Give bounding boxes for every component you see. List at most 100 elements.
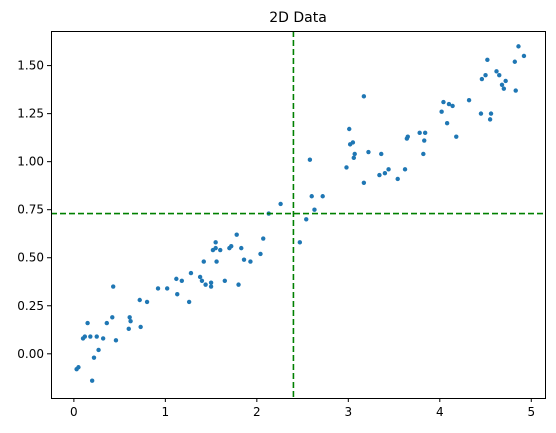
data-point bbox=[155, 286, 161, 291]
data-point bbox=[89, 378, 95, 383]
data-point bbox=[91, 355, 97, 360]
reference-lines bbox=[51, 31, 545, 398]
data-points bbox=[74, 44, 527, 383]
data-point bbox=[188, 270, 194, 276]
data-point bbox=[201, 259, 206, 264]
data-point bbox=[213, 240, 218, 245]
x-tick-label: 4 bbox=[436, 405, 444, 419]
data-point bbox=[421, 151, 426, 157]
data-point bbox=[82, 334, 88, 339]
data-point bbox=[350, 140, 356, 145]
y-tick-label: 1.00 bbox=[17, 155, 44, 169]
y-tick-label: 1.25 bbox=[17, 107, 44, 121]
data-point bbox=[512, 59, 518, 64]
data-point bbox=[234, 232, 239, 237]
data-point bbox=[483, 72, 488, 78]
x-tick-label: 3 bbox=[344, 405, 352, 419]
data-point bbox=[199, 278, 205, 283]
data-point bbox=[361, 180, 367, 185]
data-point bbox=[297, 240, 303, 245]
data-point bbox=[402, 167, 408, 172]
data-point bbox=[94, 334, 99, 339]
data-point bbox=[239, 245, 244, 251]
data-point bbox=[309, 194, 314, 199]
x-tick-label: 1 bbox=[162, 405, 170, 419]
data-point bbox=[218, 247, 223, 253]
data-point bbox=[304, 217, 309, 222]
data-point bbox=[186, 299, 192, 305]
data-point bbox=[501, 86, 507, 91]
data-point bbox=[485, 57, 490, 63]
data-point bbox=[366, 149, 371, 155]
data-point bbox=[377, 172, 382, 178]
data-point bbox=[386, 167, 391, 172]
data-point bbox=[208, 280, 214, 285]
y-tick-label: 1.50 bbox=[17, 59, 44, 73]
plot-area-frame bbox=[51, 31, 546, 399]
data-point bbox=[417, 130, 422, 136]
data-point bbox=[127, 315, 132, 320]
data-point bbox=[499, 82, 505, 88]
data-point bbox=[351, 155, 357, 161]
data-point bbox=[164, 286, 170, 291]
data-point bbox=[395, 176, 400, 182]
data-point bbox=[104, 320, 110, 326]
axis-ticks: 0 1 2 3 4 5 0.00 0.25 0.50 0.75 1.00 1.25 1.50 bbox=[17, 59, 535, 419]
data-point bbox=[439, 109, 444, 114]
data-point bbox=[422, 138, 427, 143]
data-point bbox=[454, 134, 459, 139]
data-point bbox=[466, 97, 472, 103]
data-point bbox=[497, 72, 502, 78]
data-point bbox=[347, 126, 352, 132]
data-point bbox=[248, 259, 253, 264]
data-point bbox=[503, 78, 508, 84]
data-point bbox=[175, 292, 180, 297]
data-point bbox=[85, 320, 90, 326]
data-point bbox=[494, 69, 499, 74]
data-point bbox=[444, 121, 450, 126]
y-tick-label: 0.25 bbox=[17, 299, 44, 313]
y-tick-label: 0.75 bbox=[17, 203, 44, 217]
data-point bbox=[379, 151, 384, 157]
data-point bbox=[382, 170, 388, 176]
data-point bbox=[179, 278, 185, 283]
data-point bbox=[174, 276, 179, 282]
data-point bbox=[516, 44, 521, 49]
x-tick-label: 0 bbox=[70, 405, 78, 419]
data-point bbox=[307, 157, 313, 162]
data-point bbox=[487, 117, 493, 122]
data-point bbox=[110, 315, 115, 320]
data-point bbox=[128, 318, 133, 324]
data-point bbox=[214, 259, 219, 264]
data-point bbox=[312, 207, 317, 212]
data-point bbox=[76, 365, 81, 370]
data-point bbox=[241, 257, 247, 262]
data-point bbox=[513, 88, 518, 93]
data-point bbox=[100, 336, 106, 341]
data-point bbox=[441, 99, 446, 105]
data-point bbox=[113, 338, 119, 343]
data-point bbox=[320, 194, 325, 199]
x-tick-label: 5 bbox=[527, 405, 535, 419]
data-point bbox=[488, 111, 494, 116]
data-point bbox=[96, 347, 101, 353]
data-point bbox=[521, 53, 527, 59]
y-tick-label: 0.50 bbox=[17, 251, 44, 265]
data-point bbox=[278, 201, 283, 207]
data-point bbox=[213, 245, 218, 251]
data-point bbox=[137, 297, 142, 303]
y-tick-label: 0.00 bbox=[17, 347, 44, 361]
data-point bbox=[479, 76, 485, 82]
data-point bbox=[422, 130, 428, 136]
data-point bbox=[258, 251, 263, 257]
data-point bbox=[450, 103, 455, 109]
data-point bbox=[88, 334, 93, 339]
data-point bbox=[405, 134, 410, 139]
data-point bbox=[222, 278, 228, 283]
data-point bbox=[446, 101, 452, 107]
data-point bbox=[208, 284, 214, 289]
chart-title: 2D Data bbox=[269, 10, 327, 26]
data-point bbox=[361, 94, 367, 99]
data-point bbox=[478, 111, 484, 116]
